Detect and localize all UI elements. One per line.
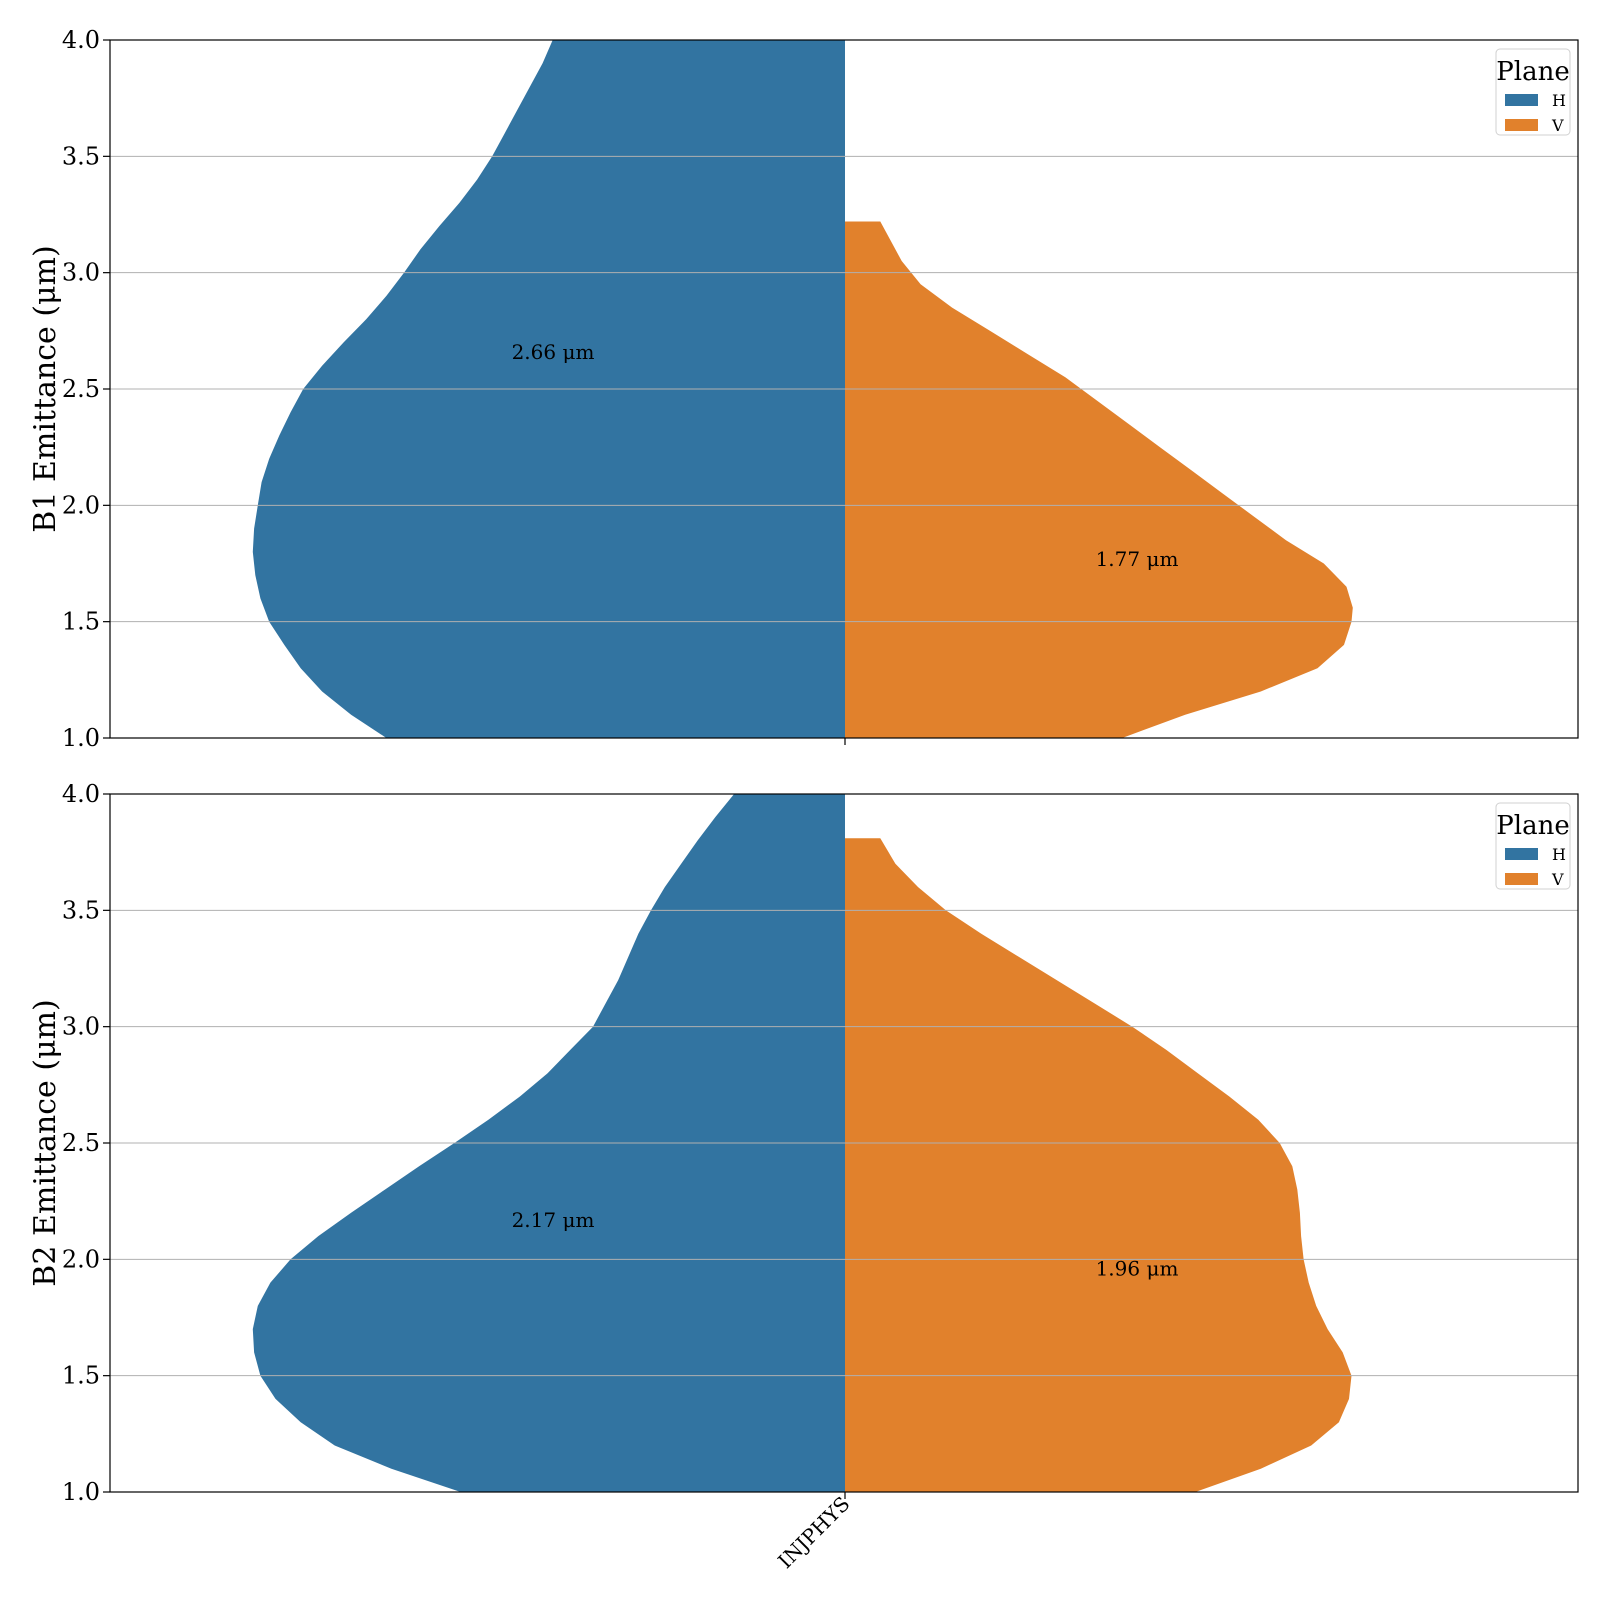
y-tick-label: 2.5 [62,375,100,403]
legend-entry-h: H [1552,91,1566,110]
legend-entry-h: H [1552,845,1566,864]
legend-swatch-v [1505,873,1538,885]
annotation-h: 2.66 μm [512,340,595,364]
legend: Plane HV [1495,48,1571,136]
y-tick-label: 3.0 [62,1013,100,1041]
y-tick-label: 4.0 [62,780,100,808]
y-tick-label: 1.0 [62,724,100,752]
violin-half-v [845,838,1352,1492]
y-axis-label: B1 Emittance (μm) [28,245,63,532]
legend-frame [1495,802,1571,890]
y-tick-label: 2.5 [62,1129,100,1157]
y-tick-label: 3.0 [62,259,100,287]
legend-swatch-h [1505,94,1538,106]
legend-frame [1495,48,1571,136]
y-axis-label: B2 Emittance (μm) [28,999,63,1286]
annotation-v: 1.77 μm [1096,547,1179,571]
y-tick-label: 1.0 [62,1478,100,1506]
emittance-panel-b1: 2.66 μm 1.77 μm 1.0 1.5 2.0 2.5 3.0 3.5 4.0 B1 Em… [28,26,1579,752]
violin-half-v [845,221,1353,738]
emittance-panel-b2: 2.17 μm 1.96 μm 1.0 1.5 2.0 2.5 3.0 3.5 4.0 B2 Em… [28,780,1579,1506]
legend-swatch-h [1505,848,1538,860]
y-tick-label: 3.5 [62,896,100,924]
y-tick-label: 3.5 [62,142,100,170]
legend-entry-v: V [1551,870,1564,889]
y-tick-label: 1.5 [62,608,100,636]
y-tick-label: 4.0 [62,26,100,54]
legend-entry-v: V [1551,116,1564,135]
y-tick-label: 1.5 [62,1362,100,1390]
y-tick-label: 2.0 [62,1245,100,1273]
legend-title: Plane [1496,57,1569,87]
legend-title: Plane [1496,811,1569,841]
annotation-v: 1.96 μm [1096,1257,1179,1281]
legend: Plane HV [1495,802,1571,890]
legend-swatch-v [1505,119,1538,131]
annotation-h: 2.17 μm [512,1208,595,1232]
y-tick-label: 2.0 [62,491,100,519]
x-tick-label-category: INJPHYS [773,1492,854,1573]
